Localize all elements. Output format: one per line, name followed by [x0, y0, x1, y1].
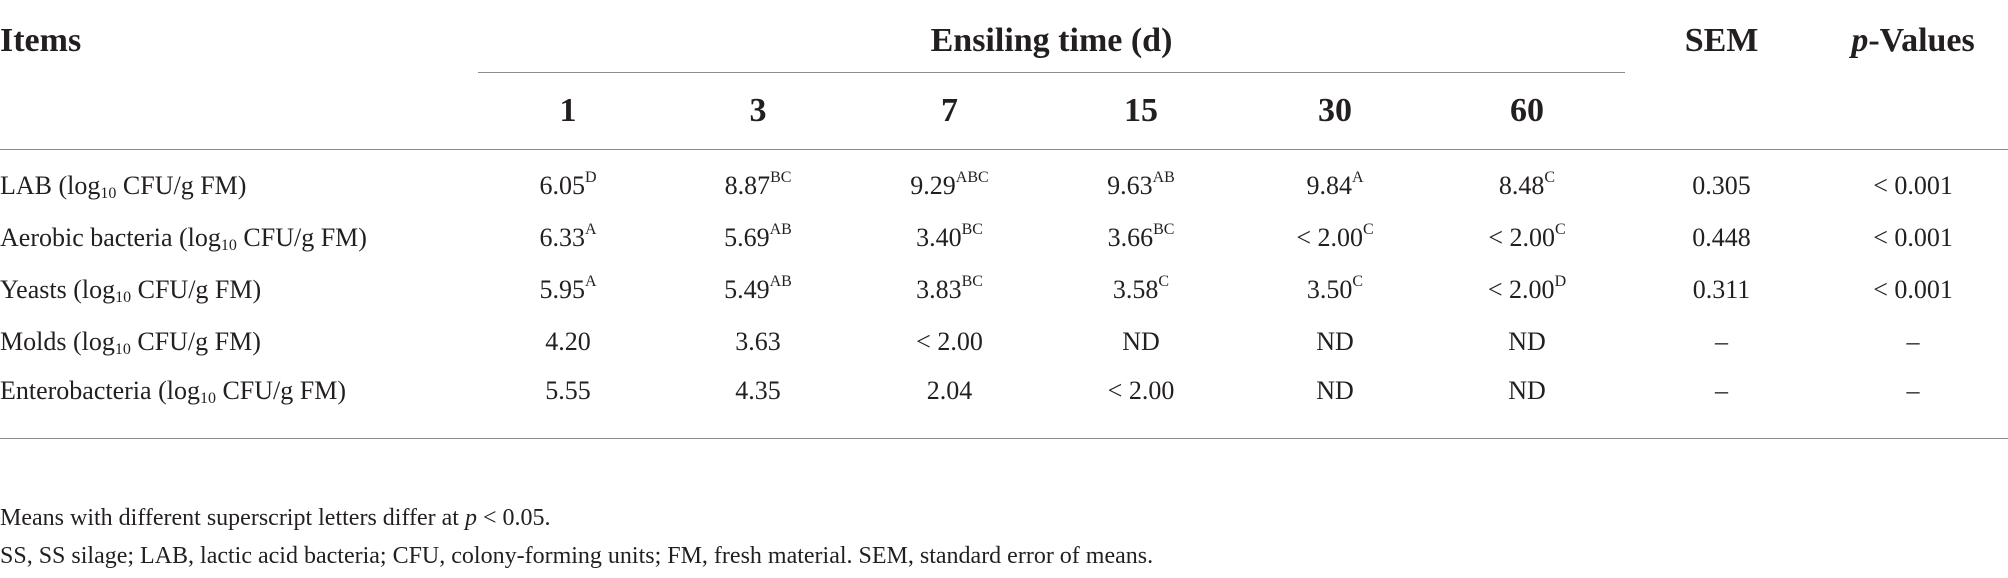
- value-cell: 6.33A: [539, 221, 597, 253]
- p-value-cell: –: [1906, 327, 1920, 356]
- value-cell: ND: [1429, 368, 1626, 439]
- value-cell: 9.84A: [1306, 169, 1364, 201]
- table-row: Aerobic bacteria (log10 CFU/g FM) 6.33A …: [0, 212, 2008, 264]
- empty-header-cell: [1818, 72, 2008, 150]
- row-label: Enterobacteria (log10 CFU/g FM): [0, 368, 478, 439]
- value-cell: 3.63: [735, 327, 781, 356]
- row-label: Molds (log10 CFU/g FM): [0, 327, 261, 358]
- value-cell: ND: [1122, 327, 1160, 356]
- value-cell: 2.04: [858, 368, 1041, 439]
- sem-header: SEM: [1684, 22, 1759, 60]
- day-header: 30: [1241, 72, 1429, 150]
- value-cell: < 2.00: [916, 327, 983, 356]
- value-cell: ND: [1316, 327, 1354, 356]
- row-label: Aerobic bacteria (log10 CFU/g FM): [0, 223, 367, 254]
- table-row: Molds (log10 CFU/g FM) 4.20 3.63 < 2.00 …: [0, 316, 2008, 368]
- ensiling-time-header: Ensiling time (d): [478, 10, 1626, 73]
- day-header: 3: [658, 72, 858, 150]
- day-header: 15: [1041, 72, 1241, 150]
- value-cell: 8.48C: [1498, 169, 1556, 201]
- value-cell: 6.05D: [539, 169, 597, 201]
- value-cell: 5.95A: [539, 273, 597, 305]
- p-value-cell: –: [1818, 368, 2008, 439]
- pvalues-italic-p: p: [1851, 22, 1869, 60]
- empty-header-cell: [0, 72, 478, 150]
- sem-cell: 0.448: [1692, 223, 1751, 252]
- table-row: LAB (log10 CFU/g FM) 6.05D 8.87BC 9.29AB…: [0, 150, 2008, 213]
- row-label: Yeasts (log10 CFU/g FM): [0, 275, 262, 306]
- table-row: Enterobacteria (log10 CFU/g FM) 5.55 4.3…: [0, 368, 2008, 439]
- value-cell: < 2.00C: [1296, 221, 1374, 253]
- value-cell: 3.66BC: [1107, 221, 1175, 253]
- data-table: Items Ensiling time (d) SEM p-Values 1 3…: [0, 10, 2008, 439]
- row-label: LAB (log10 CFU/g FM): [0, 171, 247, 202]
- p-value-cell: < 0.001: [1873, 171, 1953, 200]
- sem-cell: –: [1625, 368, 1819, 439]
- value-cell: 5.55: [478, 368, 658, 439]
- value-cell: 9.29ABC: [910, 169, 989, 201]
- footnote-abbreviations: SS, SS silage; LAB, lactic acid bacteria…: [0, 543, 1154, 569]
- p-value-cell: < 0.001: [1873, 223, 1953, 252]
- value-cell: 3.83BC: [916, 273, 983, 305]
- day-header: 1: [478, 72, 658, 150]
- value-cell: < 2.00C: [1488, 221, 1566, 253]
- pvalues-header: p-Values: [1818, 10, 2008, 73]
- value-cell: 9.63AB: [1107, 169, 1175, 201]
- value-cell: < 2.00D: [1487, 273, 1567, 305]
- footnote-significance: Means with different superscript letters…: [0, 505, 551, 531]
- value-cell: 8.87BC: [724, 169, 792, 201]
- empty-header-cell: [1625, 72, 1819, 150]
- sem-cell: –: [1715, 327, 1729, 356]
- value-cell: ND: [1508, 327, 1546, 356]
- value-cell: 3.40BC: [916, 221, 983, 253]
- value-cell: 5.69AB: [724, 221, 792, 253]
- sem-cell: 0.311: [1692, 275, 1751, 304]
- value-cell: 3.58C: [1112, 273, 1170, 305]
- day-header: 60: [1429, 72, 1626, 150]
- pvalues-rest: -Values: [1868, 22, 1975, 60]
- header-row-top: Items Ensiling time (d) SEM p-Values: [0, 10, 2008, 73]
- items-header: Items: [0, 22, 82, 60]
- sem-cell: 0.305: [1692, 171, 1751, 200]
- value-cell: < 2.00: [1041, 368, 1241, 439]
- header-row-days: 1 3 7 15 30 60: [0, 72, 2008, 150]
- value-cell: 3.50C: [1306, 273, 1364, 305]
- value-cell: ND: [1241, 368, 1429, 439]
- value-cell: 4.35: [658, 368, 858, 439]
- table-row: Yeasts (log10 CFU/g FM) 5.95A 5.49AB 3.8…: [0, 264, 2008, 316]
- day-header: 7: [858, 72, 1041, 150]
- value-cell: 4.20: [545, 327, 591, 356]
- value-cell: 5.49AB: [724, 273, 792, 305]
- p-value-cell: < 0.001: [1873, 275, 1953, 304]
